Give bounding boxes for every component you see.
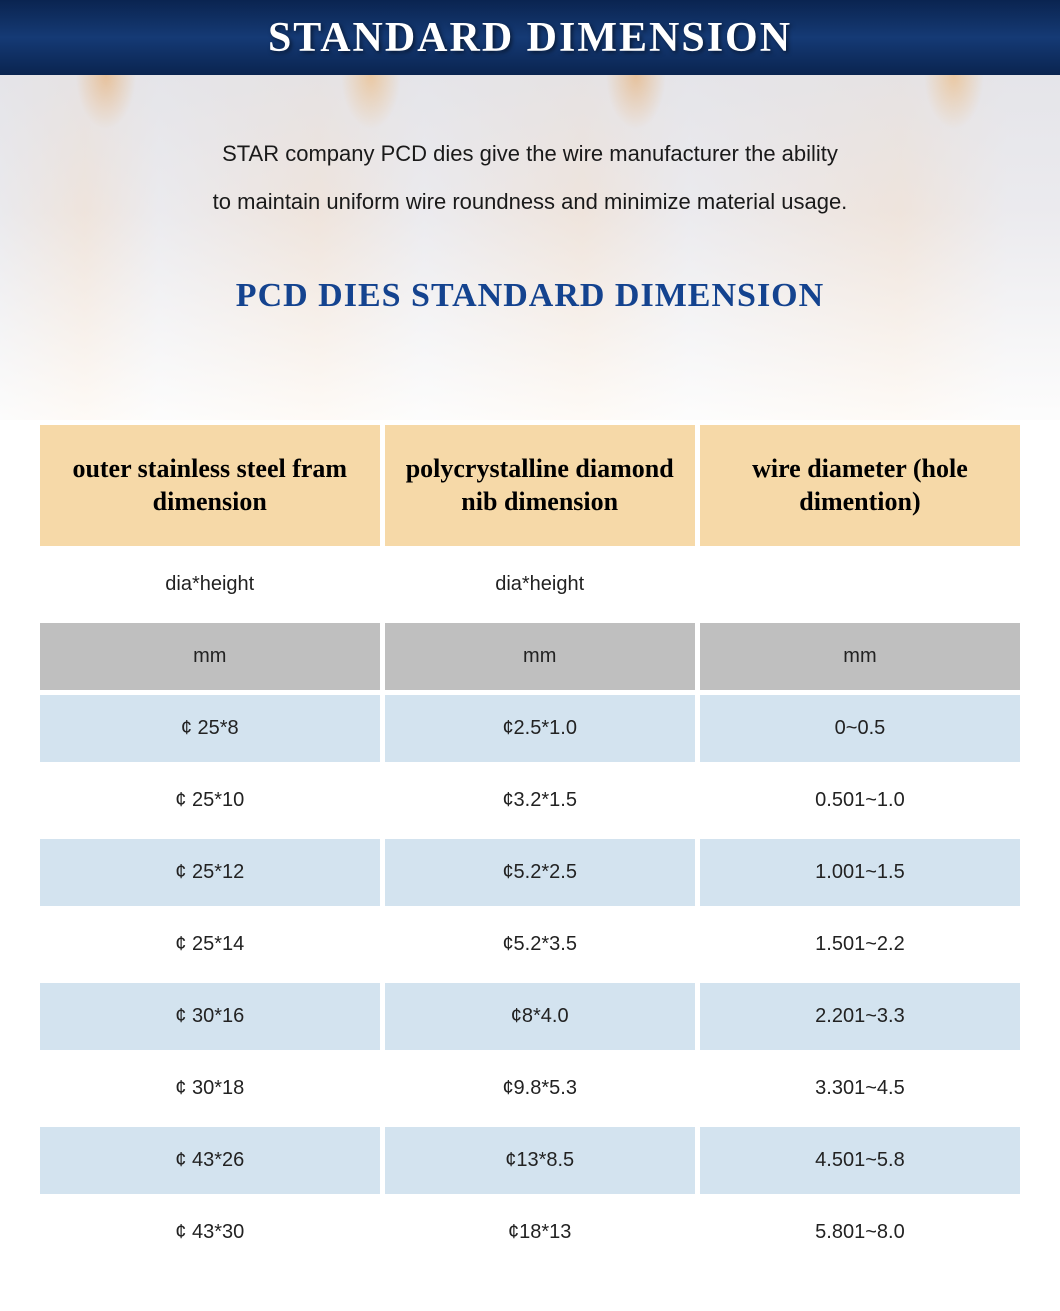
table-row: ¢ 43*30 ¢18*13 5.801~8.0 <box>40 1199 1020 1266</box>
unit-c2: mm <box>385 623 695 690</box>
cell: 1.001~1.5 <box>700 839 1020 906</box>
table-body: dia*height dia*height mm mm mm ¢ 25*8 ¢2… <box>40 551 1020 1266</box>
cell: 0.501~1.0 <box>700 767 1020 834</box>
header-nib: polycrystalline diamond nib dimension <box>385 425 695 546</box>
table-subheader-row: dia*height dia*height <box>40 551 1020 618</box>
table-row: ¢ 43*26 ¢13*8.5 4.501~5.8 <box>40 1127 1020 1194</box>
cell: ¢ 25*12 <box>40 839 380 906</box>
dimension-table: outer stainless steel fram dimension pol… <box>35 420 1025 1271</box>
cell: 2.201~3.3 <box>700 983 1020 1050</box>
table-row: ¢ 30*18 ¢9.8*5.3 3.301~4.5 <box>40 1055 1020 1122</box>
cell: ¢ 25*10 <box>40 767 380 834</box>
table-row: ¢ 25*14 ¢5.2*3.5 1.501~2.2 <box>40 911 1020 978</box>
table-container: outer stainless steel fram dimension pol… <box>0 420 1060 1311</box>
cell: ¢8*4.0 <box>385 983 695 1050</box>
cell: ¢ 43*26 <box>40 1127 380 1194</box>
header-outer-fram: outer stainless steel fram dimension <box>40 425 380 546</box>
cell: ¢3.2*1.5 <box>385 767 695 834</box>
sub-c1: dia*height <box>40 551 380 618</box>
table-row: ¢ 25*12 ¢5.2*2.5 1.001~1.5 <box>40 839 1020 906</box>
cell: 4.501~5.8 <box>700 1127 1020 1194</box>
banner-title: STANDARD DIMENSION <box>268 14 792 62</box>
hero-section: STAR company PCD dies give the wire manu… <box>0 75 1060 420</box>
table-header-row: outer stainless steel fram dimension pol… <box>40 425 1020 546</box>
table-unit-row: mm mm mm <box>40 623 1020 690</box>
sub-c3 <box>700 551 1020 618</box>
cell: 0~0.5 <box>700 695 1020 762</box>
table-row: ¢ 25*8 ¢2.5*1.0 0~0.5 <box>40 695 1020 762</box>
intro-text: STAR company PCD dies give the wire manu… <box>213 130 848 227</box>
intro-line-1: STAR company PCD dies give the wire manu… <box>213 130 848 178</box>
table-row: ¢ 25*10 ¢3.2*1.5 0.501~1.0 <box>40 767 1020 834</box>
table-subtitle: PCD DIES STANDARD DIMENSION <box>236 277 824 315</box>
cell: ¢18*13 <box>385 1199 695 1266</box>
cell: ¢ 25*14 <box>40 911 380 978</box>
table-row: ¢ 30*16 ¢8*4.0 2.201~3.3 <box>40 983 1020 1050</box>
cell: 5.801~8.0 <box>700 1199 1020 1266</box>
cell: ¢9.8*5.3 <box>385 1055 695 1122</box>
header-wire: wire diameter (hole dimention) <box>700 425 1020 546</box>
unit-c3: mm <box>700 623 1020 690</box>
cell: ¢5.2*3.5 <box>385 911 695 978</box>
cell: 3.301~4.5 <box>700 1055 1020 1122</box>
unit-c1: mm <box>40 623 380 690</box>
cell: ¢ 30*18 <box>40 1055 380 1122</box>
sub-c2: dia*height <box>385 551 695 618</box>
intro-line-2: to maintain uniform wire roundness and m… <box>213 178 848 226</box>
cell: ¢2.5*1.0 <box>385 695 695 762</box>
cell: ¢5.2*2.5 <box>385 839 695 906</box>
cell: ¢ 43*30 <box>40 1199 380 1266</box>
cell: ¢13*8.5 <box>385 1127 695 1194</box>
cell: 1.501~2.2 <box>700 911 1020 978</box>
cell: ¢ 30*16 <box>40 983 380 1050</box>
banner: STANDARD DIMENSION <box>0 0 1060 75</box>
cell: ¢ 25*8 <box>40 695 380 762</box>
